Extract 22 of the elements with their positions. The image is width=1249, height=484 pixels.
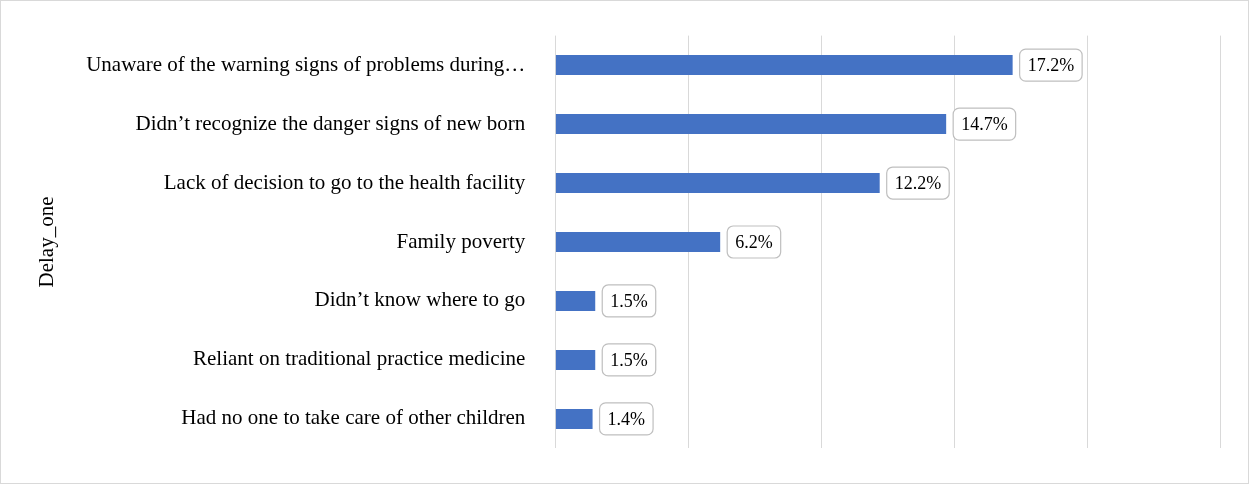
y-tick-label: Lack of decision to go to the health facility <box>163 169 526 194</box>
y-axis-title: Delay_one <box>34 196 59 288</box>
bar <box>555 55 1013 76</box>
data-label: 17.2% <box>1027 54 1075 75</box>
bar <box>555 231 721 253</box>
data-label: 1.5% <box>610 290 648 311</box>
y-tick-label: Unaware of the warning signs of problems during… <box>86 51 526 76</box>
bar <box>555 114 947 135</box>
bar <box>555 290 596 311</box>
y-tick-label: Family poverty <box>396 228 526 253</box>
data-label: 1.4% <box>607 408 646 429</box>
y-tick-label: Didn’t recognize the danger signs of new born <box>135 110 526 135</box>
data-label: 12.2% <box>894 172 942 193</box>
data-label: 1.5% <box>610 349 648 370</box>
y-tick-label: Reliant on traditional practice medicine <box>192 346 526 371</box>
bar <box>555 173 880 194</box>
y-tick-label: Had no one to take care of other children <box>181 405 526 430</box>
bar <box>555 349 596 370</box>
data-label: 6.2% <box>735 231 773 252</box>
data-label: 14.7% <box>961 113 1008 134</box>
y-tick-label: Didn’t know where to go <box>314 287 526 312</box>
bar <box>555 408 593 429</box>
